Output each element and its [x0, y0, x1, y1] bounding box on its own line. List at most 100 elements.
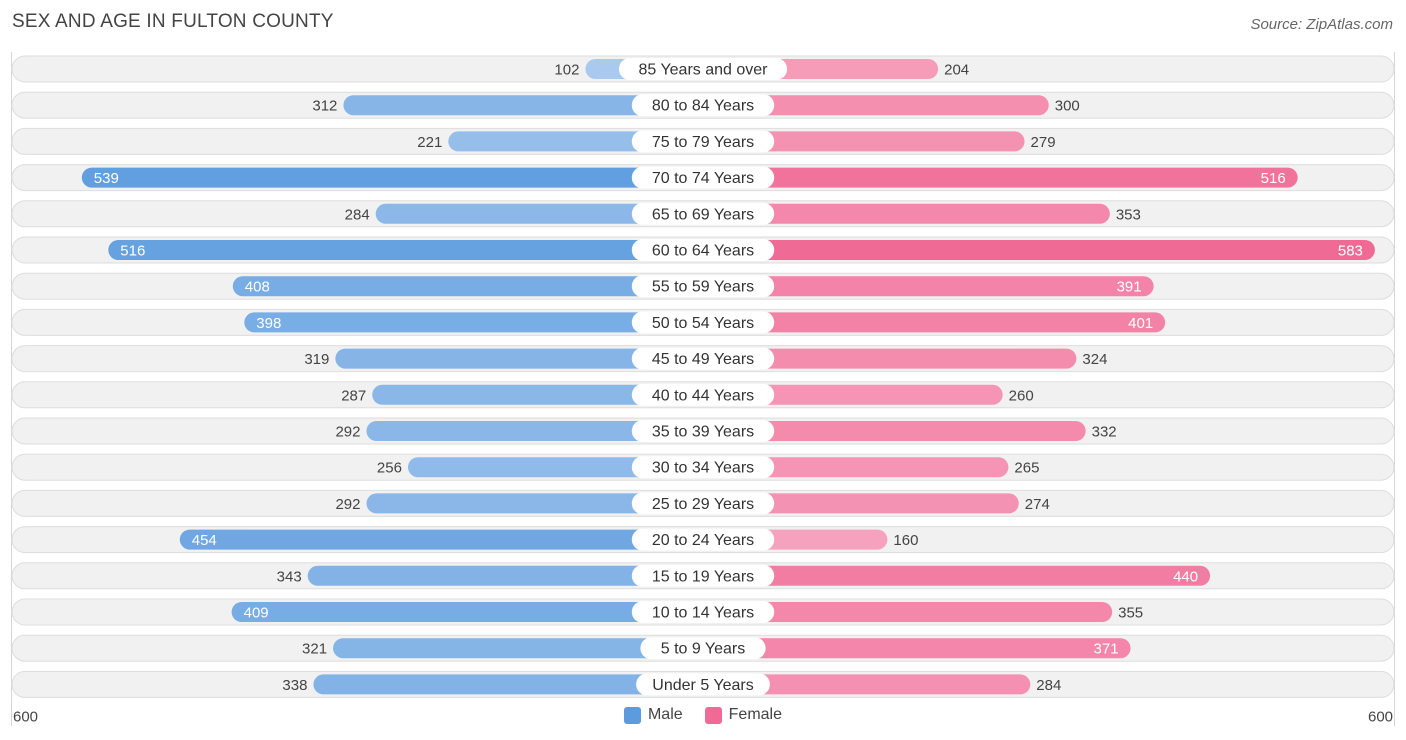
axis-label-right: 600: [1368, 709, 1393, 726]
category-label: 15 to 19 Years: [652, 568, 754, 585]
male-value-label: 284: [345, 206, 370, 223]
female-bar: [693, 312, 1166, 333]
category-label: Under 5 Years: [652, 677, 753, 694]
male-value-label: 343: [277, 568, 302, 585]
category-label: 45 to 49 Years: [652, 351, 754, 368]
category-label-background: [631, 202, 775, 225]
female-value-label: 516: [1261, 170, 1286, 187]
male-bar: [313, 674, 713, 695]
category-label-background: [631, 492, 775, 515]
female-value-label: 274: [1025, 496, 1050, 513]
legend-swatch-female: [704, 706, 722, 724]
female-value-label: 401: [1128, 315, 1153, 332]
category-label-background: [631, 130, 775, 153]
female-value-label: 160: [893, 532, 918, 549]
male-value-label: 539: [94, 170, 119, 187]
female-value-label: 332: [1092, 424, 1117, 441]
category-label-background: [631, 166, 775, 189]
category-label-background: [640, 637, 766, 660]
category-label: 55 to 59 Years: [652, 279, 754, 296]
category-label: 60 to 64 Years: [652, 243, 754, 260]
male-bar: [179, 529, 713, 550]
category-label: 65 to 69 Years: [652, 206, 754, 223]
category-label-background: [631, 311, 775, 334]
category-label-background: [618, 58, 788, 80]
male-value-label: 292: [335, 496, 360, 513]
legend-swatch-male: [623, 706, 641, 724]
male-value-label: 321: [302, 641, 327, 658]
male-value-label: 408: [245, 279, 270, 296]
category-label-background: [631, 456, 775, 479]
female-bar: [693, 674, 1031, 695]
female-value-label: 300: [1055, 98, 1080, 115]
category-label: 30 to 34 Years: [652, 460, 754, 477]
female-value-label: 440: [1173, 568, 1198, 585]
male-bar: [232, 276, 713, 297]
category-label: 80 to 84 Years: [652, 98, 754, 115]
female-value-label: 353: [1116, 206, 1141, 223]
female-value-label: 260: [1009, 387, 1034, 404]
male-value-label: 409: [244, 605, 269, 622]
male-value-label: 221: [417, 134, 442, 151]
male-bar: [244, 312, 713, 333]
category-label: 35 to 39 Years: [652, 424, 754, 441]
male-bar: [335, 348, 713, 369]
female-value-label: 391: [1117, 279, 1142, 296]
category-label: 20 to 24 Years: [652, 532, 754, 549]
male-value-label: 312: [312, 98, 337, 115]
female-bar: [693, 167, 1298, 188]
category-label-background: [631, 275, 775, 298]
male-value-label: 338: [282, 677, 307, 694]
male-bar: [108, 240, 713, 260]
category-label: 70 to 74 Years: [652, 170, 754, 187]
male-value-label: 319: [304, 351, 329, 368]
category-label-background: [631, 528, 775, 551]
female-bar: [693, 276, 1154, 297]
axis-label-left: 600: [13, 709, 38, 726]
category-label: 75 to 79 Years: [652, 134, 754, 151]
female-value-label: 371: [1094, 641, 1119, 658]
male-bar: [366, 421, 713, 441]
male-value-label: 516: [120, 243, 145, 260]
female-bar: [693, 565, 1211, 586]
legend-label-female: Female: [728, 706, 783, 723]
category-label-background: [636, 673, 770, 696]
category-label-background: [631, 420, 775, 442]
female-bar: [693, 493, 1019, 514]
female-bar: [693, 131, 1025, 152]
female-bar: [693, 95, 1049, 116]
chart-title: SEX AND AGE IN FULTON COUNTY: [12, 11, 334, 32]
male-bar: [81, 167, 714, 188]
male-bar: [333, 638, 713, 659]
category-label: 40 to 44 Years: [652, 387, 754, 404]
male-bar: [307, 565, 713, 586]
legend: Male Female: [0, 706, 1406, 724]
female-value-label: 583: [1338, 243, 1363, 260]
category-label-background: [631, 601, 775, 623]
male-bar: [343, 95, 713, 116]
legend-item-male: Male: [623, 706, 683, 724]
category-label: 5 to 9 Years: [661, 641, 746, 658]
category-label: 85 Years and over: [639, 62, 769, 79]
male-value-label: 454: [192, 532, 217, 549]
legend-item-female: Female: [704, 706, 783, 724]
source-note: Source: ZipAtlas.com: [1250, 16, 1393, 33]
category-label: 25 to 29 Years: [652, 496, 754, 513]
category-label-background: [631, 383, 775, 406]
female-bar: [693, 203, 1110, 224]
male-bar: [366, 493, 713, 514]
female-value-label: 355: [1118, 605, 1143, 622]
category-label-background: [631, 94, 775, 117]
female-bar: [693, 348, 1077, 369]
female-bar: [693, 638, 1131, 659]
female-value-label: 204: [944, 62, 969, 79]
category-label: 10 to 14 Years: [652, 605, 754, 622]
legend-label-male: Male: [647, 706, 683, 723]
category-label: 50 to 54 Years: [652, 315, 754, 332]
male-value-label: 287: [341, 387, 366, 404]
female-value-label: 284: [1036, 677, 1061, 694]
male-value-label: 256: [377, 460, 402, 477]
male-value-label: 102: [554, 62, 579, 79]
female-bar: [693, 602, 1113, 622]
